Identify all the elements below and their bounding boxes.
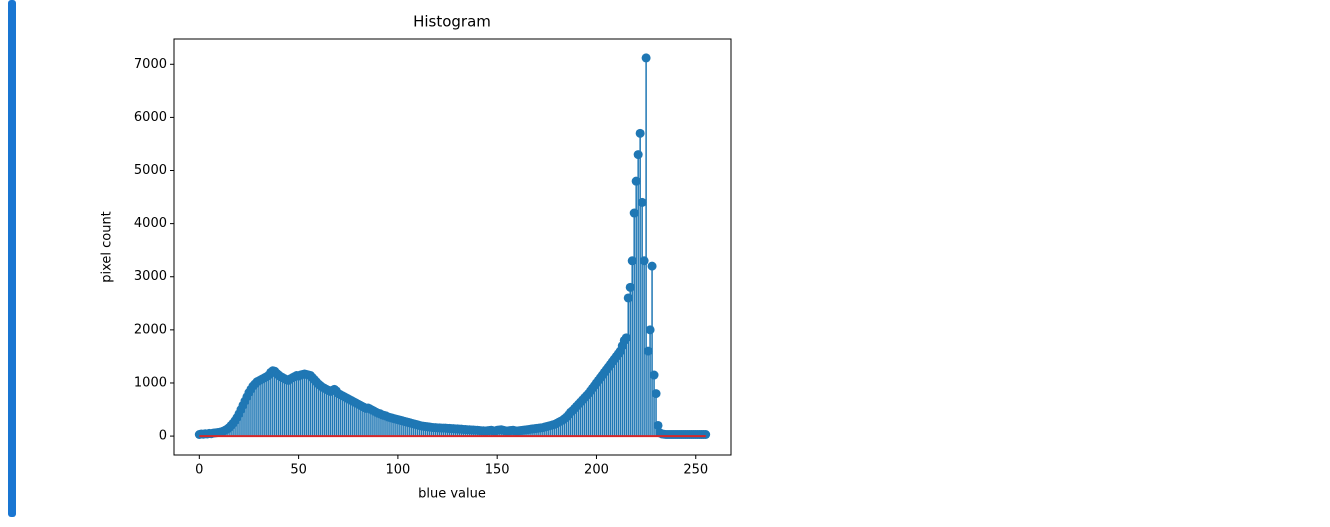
y-tick-label: 4000 [134,216,167,231]
stem-marker [633,150,643,160]
stem-marker [629,208,639,218]
stem-marker [639,256,649,266]
stem-marker [647,261,657,271]
stem-marker [627,256,637,266]
x-tick-label: 50 [290,463,307,478]
cell-indicator [8,0,16,517]
x-tick-label: 150 [485,463,510,478]
x-axis-label: blue value [418,487,486,502]
stem-marker [635,128,645,138]
y-tick-label: 3000 [134,269,167,284]
stem-marker [623,293,633,303]
stem-marker [701,429,711,439]
y-tick-label: 2000 [134,322,167,337]
plot-frame [173,38,732,456]
stem-marker [651,389,661,399]
stem-marker [641,53,651,63]
y-tick-label: 7000 [134,57,167,72]
stem-marker [637,197,647,207]
y-tick-label: 0 [159,429,167,444]
stem-marker [621,333,631,343]
x-tick-label: 250 [683,463,708,478]
stem-marker [645,325,655,335]
y-tick-label: 5000 [134,163,167,178]
y-tick-label: 1000 [134,375,167,390]
x-tick-label: 200 [584,463,609,478]
chart-title: Histogram [413,13,491,31]
y-axis-label: pixel count [100,211,115,283]
y-tick-label: 6000 [134,110,167,125]
stem-marker [653,420,663,430]
x-tick-label: 0 [195,463,203,478]
x-tick-label: 100 [385,463,410,478]
stem-marker [643,346,653,356]
stem-marker [631,176,641,186]
stem-marker [649,370,659,380]
stem-marker [625,282,635,292]
